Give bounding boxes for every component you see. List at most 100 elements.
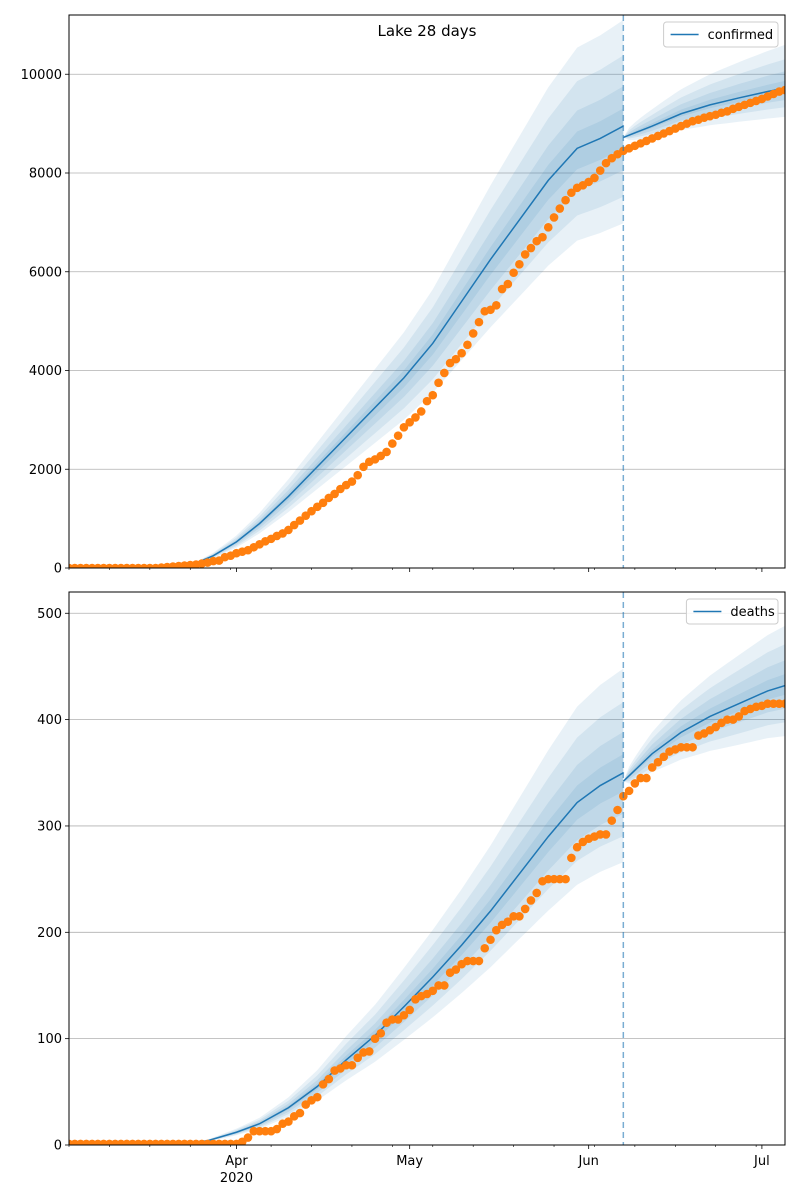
uncertainty-band-forecast: [623, 625, 785, 784]
observed-point: [405, 1005, 414, 1015]
y-tick-label: 500: [37, 607, 62, 622]
observed-point: [353, 1053, 363, 1063]
observed-point: [590, 173, 599, 183]
y-tick-label: 0: [54, 562, 62, 577]
observed-point: [515, 912, 524, 921]
y-tick-label: 10000: [21, 68, 62, 83]
observed-point: [324, 1074, 334, 1084]
observed-point: [474, 956, 484, 966]
uncertainty-band-forecast: [623, 644, 785, 782]
observed-point: [440, 368, 449, 378]
observed-point: [561, 195, 570, 205]
observed-point: [526, 896, 536, 905]
observed-point: [284, 525, 293, 535]
observed-point: [734, 712, 744, 721]
observed-point: [532, 888, 542, 898]
x-tick-label: Jul: [753, 1154, 770, 1169]
observed-point: [451, 965, 461, 974]
observed-point: [653, 757, 663, 767]
observed-point: [376, 1029, 386, 1038]
observed-point: [347, 1060, 357, 1070]
observed-point: [595, 166, 605, 175]
observed-point: [318, 1080, 328, 1089]
observed-point: [295, 1108, 305, 1118]
observed-point: [780, 699, 785, 708]
x-tick-label: Jun: [578, 1154, 599, 1169]
axes-frame: [68, 14, 786, 569]
observed-point: [440, 981, 449, 990]
observed-point: [422, 396, 432, 406]
legend: confirmed: [663, 21, 779, 48]
observed-point: [642, 773, 651, 783]
observed-point: [330, 489, 339, 499]
observed-point: [486, 935, 495, 945]
observed-point: [399, 1010, 409, 1020]
confirmed-chart-panel: 0 2000 4000 6000 8000 10000 Lake 28 days confir…: [21, 14, 795, 577]
observed-point: [780, 85, 785, 95]
model-line-forecast: [622, 684, 785, 782]
y-tick-label: 400: [37, 713, 62, 728]
observed-point: [318, 498, 328, 508]
uncertainty-band-history: [69, 86, 624, 568]
observed-point: [786, 696, 795, 705]
observed-point: [491, 301, 501, 310]
observed-point: [520, 904, 530, 914]
observed-point: [382, 447, 391, 457]
deaths-chart-panel: 0 100 200 300 400 500 Apr 2020 May Jun Jul deaths: [37, 591, 795, 1186]
observed-point: [491, 925, 501, 935]
observed-point: [561, 874, 570, 884]
x-tick-label: Apr: [225, 1154, 248, 1169]
plot-area: [69, 20, 795, 568]
observed-point: [434, 378, 443, 388]
uncertainty-band-history: [69, 55, 624, 568]
legend: deaths: [685, 598, 779, 625]
observed-point: [243, 1133, 253, 1142]
observed-point: [272, 1124, 282, 1134]
legend-box: [663, 21, 779, 48]
uncertainty-band-forecast: [623, 80, 785, 138]
uncertainty-band-history: [69, 108, 624, 568]
observed-point: [451, 354, 461, 364]
observed-point: [393, 431, 403, 440]
uncertainty-band-forecast: [623, 660, 785, 782]
observed-point: [549, 213, 559, 222]
observed-point: [503, 917, 513, 926]
observed-point: [503, 279, 513, 289]
observed-point: [399, 422, 409, 432]
observed-point: [515, 260, 524, 269]
y-tick-label: 200: [37, 926, 62, 941]
uncertainty-band-history: [69, 20, 624, 568]
observed-point: [659, 752, 669, 762]
observed-point: [538, 232, 547, 242]
observed-point: [786, 84, 795, 93]
plot-area: [69, 625, 795, 1145]
y-tick-label: 4000: [29, 364, 62, 379]
y-tick-label: 8000: [29, 167, 62, 182]
observed-point: [480, 943, 490, 953]
observed-point: [601, 158, 611, 168]
observed-point: [567, 188, 576, 198]
observed-point: [509, 268, 518, 278]
legend-box: [685, 598, 779, 625]
observed-point: [555, 204, 565, 213]
legend-label: confirmed: [708, 28, 774, 43]
observed-point: [567, 853, 576, 863]
observed-point: [624, 786, 634, 796]
axes-frame: [68, 591, 786, 1146]
observed-point: [457, 348, 466, 358]
observed-point: [428, 986, 438, 996]
observed-point: [543, 223, 553, 232]
observed-point: [601, 830, 611, 839]
x-tick-label: May: [396, 1154, 423, 1169]
observed-point: [388, 439, 397, 448]
observed-point: [312, 1092, 322, 1102]
observed-point: [284, 1117, 293, 1126]
observed-point: [347, 477, 357, 486]
observed-point: [295, 516, 305, 525]
y-tick-label: 100: [37, 1032, 62, 1047]
observed-point: [630, 779, 640, 788]
observed-point: [572, 842, 582, 852]
model-line-history: [69, 125, 624, 568]
observed-point: [647, 763, 657, 772]
chart-title: Lake 28 days: [378, 22, 477, 40]
